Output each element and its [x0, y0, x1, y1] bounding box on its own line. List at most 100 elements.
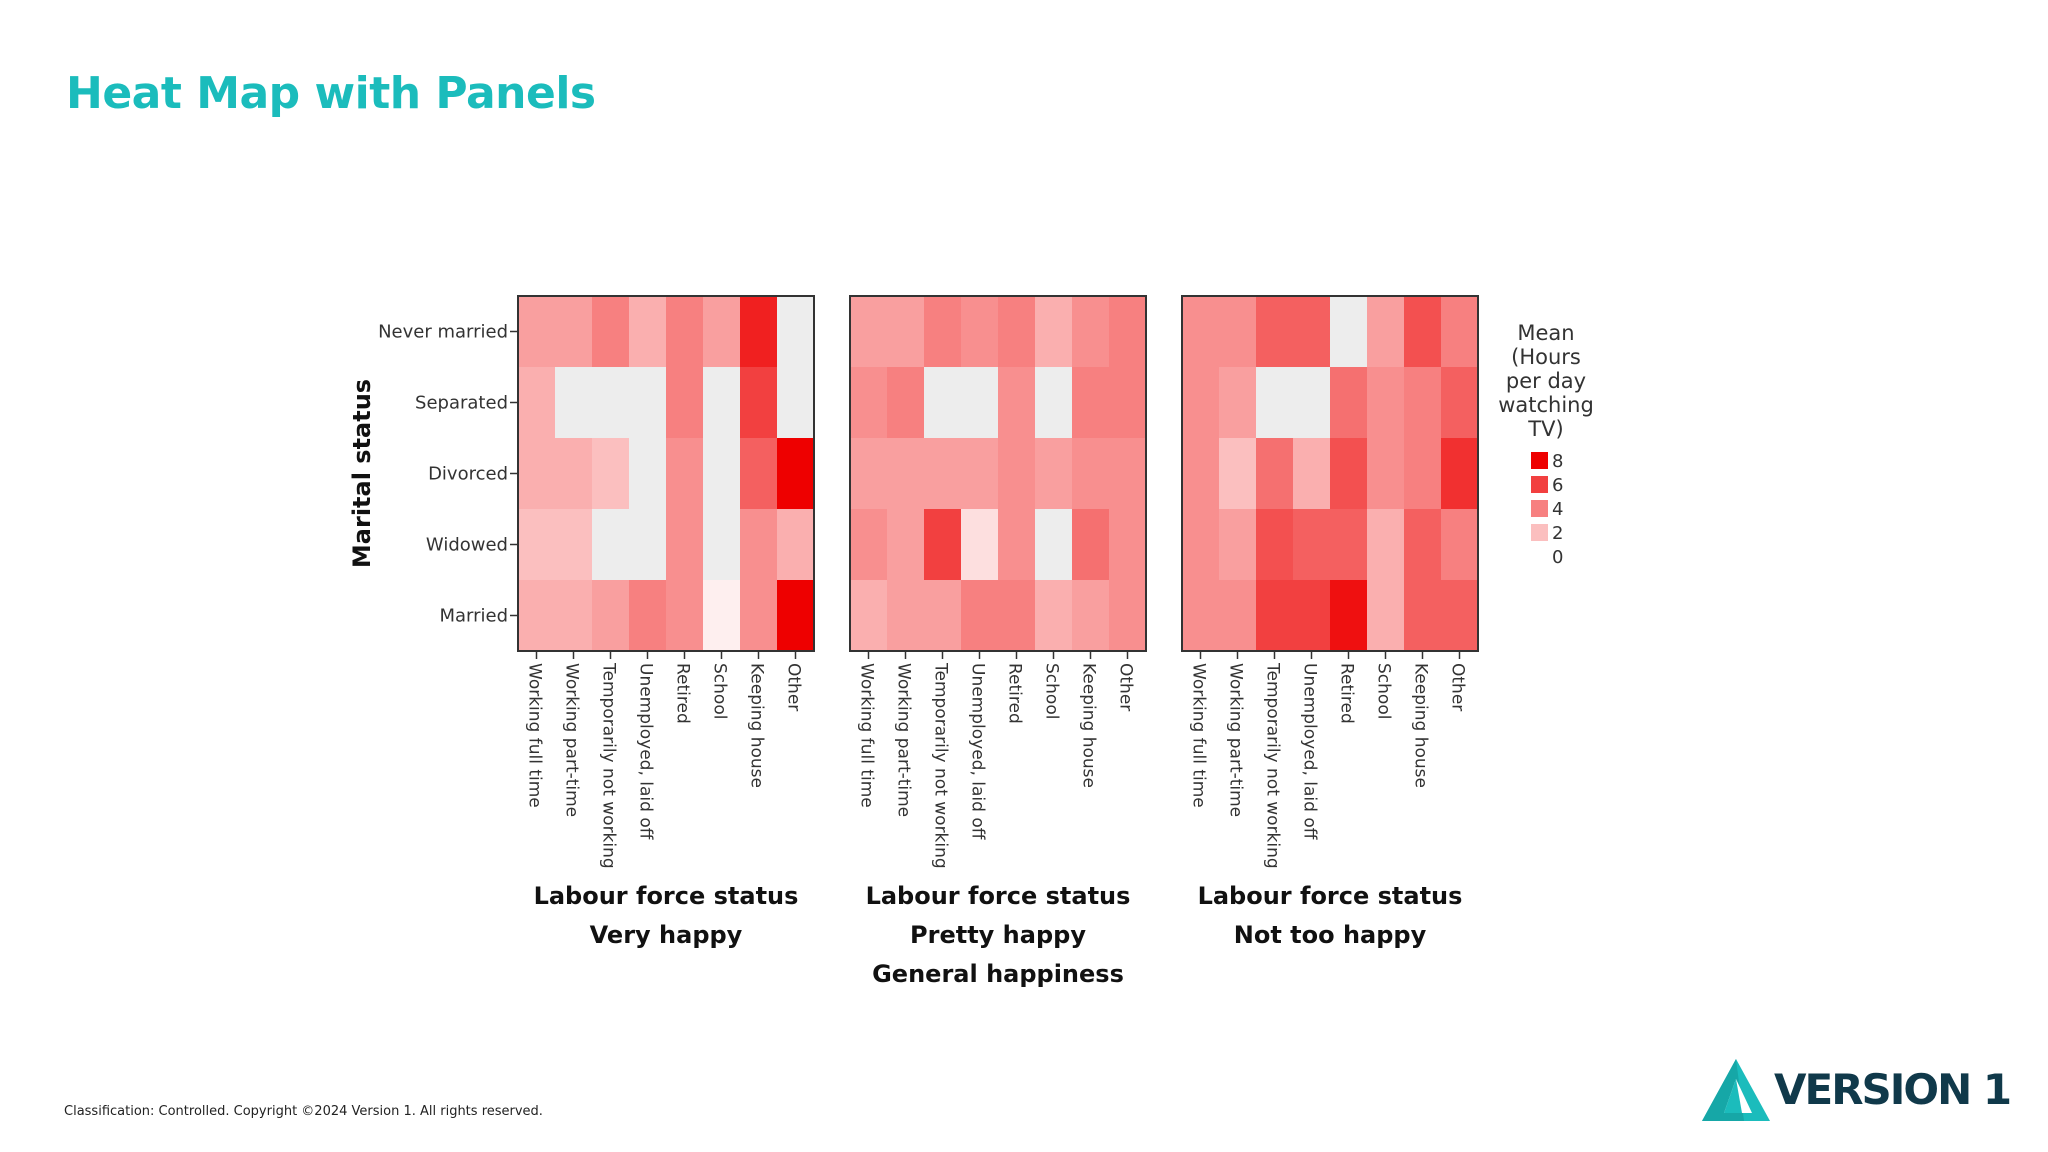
heatmap-cell [998, 296, 1036, 368]
heatmap-cell [1109, 438, 1147, 510]
x-tick-label: School [1042, 663, 1062, 719]
heatmap-cell [961, 438, 999, 510]
legend-tick-label: 2 [1552, 523, 1563, 544]
heatmap-cell [555, 509, 593, 581]
heatmap-cell [592, 509, 630, 581]
panel-label: Not too happy [1234, 921, 1427, 949]
heatmap-cell [1109, 296, 1147, 368]
heatmap-cell [592, 367, 630, 439]
x-tick-label: Unemployed, laid off [636, 663, 656, 841]
legend-tick-label: 6 [1552, 475, 1563, 496]
heatmap-cell [1404, 438, 1442, 510]
panel-label: Pretty happy [910, 921, 1086, 949]
footer-copyright: Classification: Controlled. Copyright ©2… [64, 1104, 543, 1119]
heatmap-cell [1293, 580, 1331, 652]
x-tick-label: Temporarily not working [931, 662, 951, 869]
x-tick-label: Working part-time [1226, 663, 1246, 817]
heatmap-cell [518, 580, 556, 652]
heatmap-cell [924, 509, 962, 581]
x-tick-label: Keeping house [747, 663, 767, 788]
slide-title: Heat Map with Panels [66, 68, 596, 119]
heatmap-cell [666, 509, 704, 581]
y-axis-title: Marital status [348, 379, 376, 568]
heatmap-cell [1182, 296, 1220, 368]
heatmap-cell [629, 296, 667, 368]
heatmap-cell [924, 580, 962, 652]
heatmap-cell [703, 580, 741, 652]
heatmap-cell [1441, 296, 1479, 368]
heatmap-cell [518, 509, 556, 581]
heatmap-cell [1035, 580, 1073, 652]
heatmap-cell [740, 367, 778, 439]
heatmap-cell [592, 296, 630, 368]
heatmap-cell [1035, 367, 1073, 439]
heatmap-cell [1330, 580, 1368, 652]
heatmap-cell [592, 438, 630, 510]
y-tick-label: Divorced [428, 464, 508, 485]
heatmap-cell [1109, 580, 1147, 652]
heatmap-cell [1182, 367, 1220, 439]
x-axis-title: Labour force status [866, 882, 1131, 910]
heatmap-cell [1035, 296, 1073, 368]
heatmap-cell [1330, 438, 1368, 510]
heatmap-cell [629, 509, 667, 581]
heatmap-cell [518, 438, 556, 510]
heatmap-cell [961, 509, 999, 581]
x-tick-label: Unemployed, laid off [1300, 663, 1320, 841]
x-tick-label: Keeping house [1411, 663, 1431, 788]
x-tick-label: Retired [1005, 663, 1025, 724]
heatmap-cell [1441, 580, 1479, 652]
x-tick-label: Working full time [525, 663, 545, 808]
heatmap-cell [1256, 580, 1294, 652]
y-tick-label: Widowed [426, 535, 508, 556]
legend-swatch [1531, 524, 1548, 541]
heatmap-cell [887, 580, 925, 652]
heatmap-cell [666, 580, 704, 652]
y-tick-label: Never married [378, 322, 508, 343]
heatmap-cell [1072, 580, 1110, 652]
heatmap-cell [850, 580, 888, 652]
y-tick-label: Separated [415, 393, 508, 414]
heatmap-cell [1367, 438, 1405, 510]
legend-swatch [1531, 452, 1548, 469]
heatmap-cell [1182, 438, 1220, 510]
heatmap-cell [850, 296, 888, 368]
heatmap-cell [740, 296, 778, 368]
heatmap-cell [1072, 296, 1110, 368]
legend-title-line: TV) [1527, 417, 1563, 441]
heatmap-cell [998, 438, 1036, 510]
heatmap-cell [703, 367, 741, 439]
triangle-logo-icon [1702, 1059, 1770, 1121]
legend-swatch [1531, 500, 1548, 517]
heatmap-cell [777, 438, 815, 510]
x-tick-label: Working full time [857, 663, 877, 808]
x-tick-label: School [710, 663, 730, 719]
heatmap-cell [1219, 296, 1257, 368]
heatmap-cell [1293, 509, 1331, 581]
x-tick-label: Other [784, 663, 804, 711]
panel-frame [849, 295, 1147, 652]
heatmap-cell [703, 438, 741, 510]
heatmap-cell [850, 509, 888, 581]
heatmap-cell [1256, 367, 1294, 439]
x-tick-label: Unemployed, laid off [968, 663, 988, 841]
heatmap-cell [1256, 509, 1294, 581]
heatmap-cell [555, 296, 593, 368]
x-tick-label: Keeping house [1079, 663, 1099, 788]
legend-title-line: watching [1498, 393, 1594, 417]
heatmap-cell [887, 296, 925, 368]
legend-tick-label: 4 [1552, 499, 1563, 520]
heatmap-cell [887, 438, 925, 510]
heatmap-cell [1072, 367, 1110, 439]
heatmap-cell [1404, 580, 1442, 652]
heatmap-cell [666, 367, 704, 439]
heatmap-cell [1367, 509, 1405, 581]
heatmap-cell [518, 296, 556, 368]
heatmap-cell [1256, 438, 1294, 510]
heatmap-cell [1441, 509, 1479, 581]
heatmap-cell [1293, 367, 1331, 439]
heatmap-cell [777, 296, 815, 368]
heatmap-cell [629, 580, 667, 652]
logo-text: VERSION 1 [1774, 1065, 2012, 1114]
legend-swatch [1531, 476, 1548, 493]
